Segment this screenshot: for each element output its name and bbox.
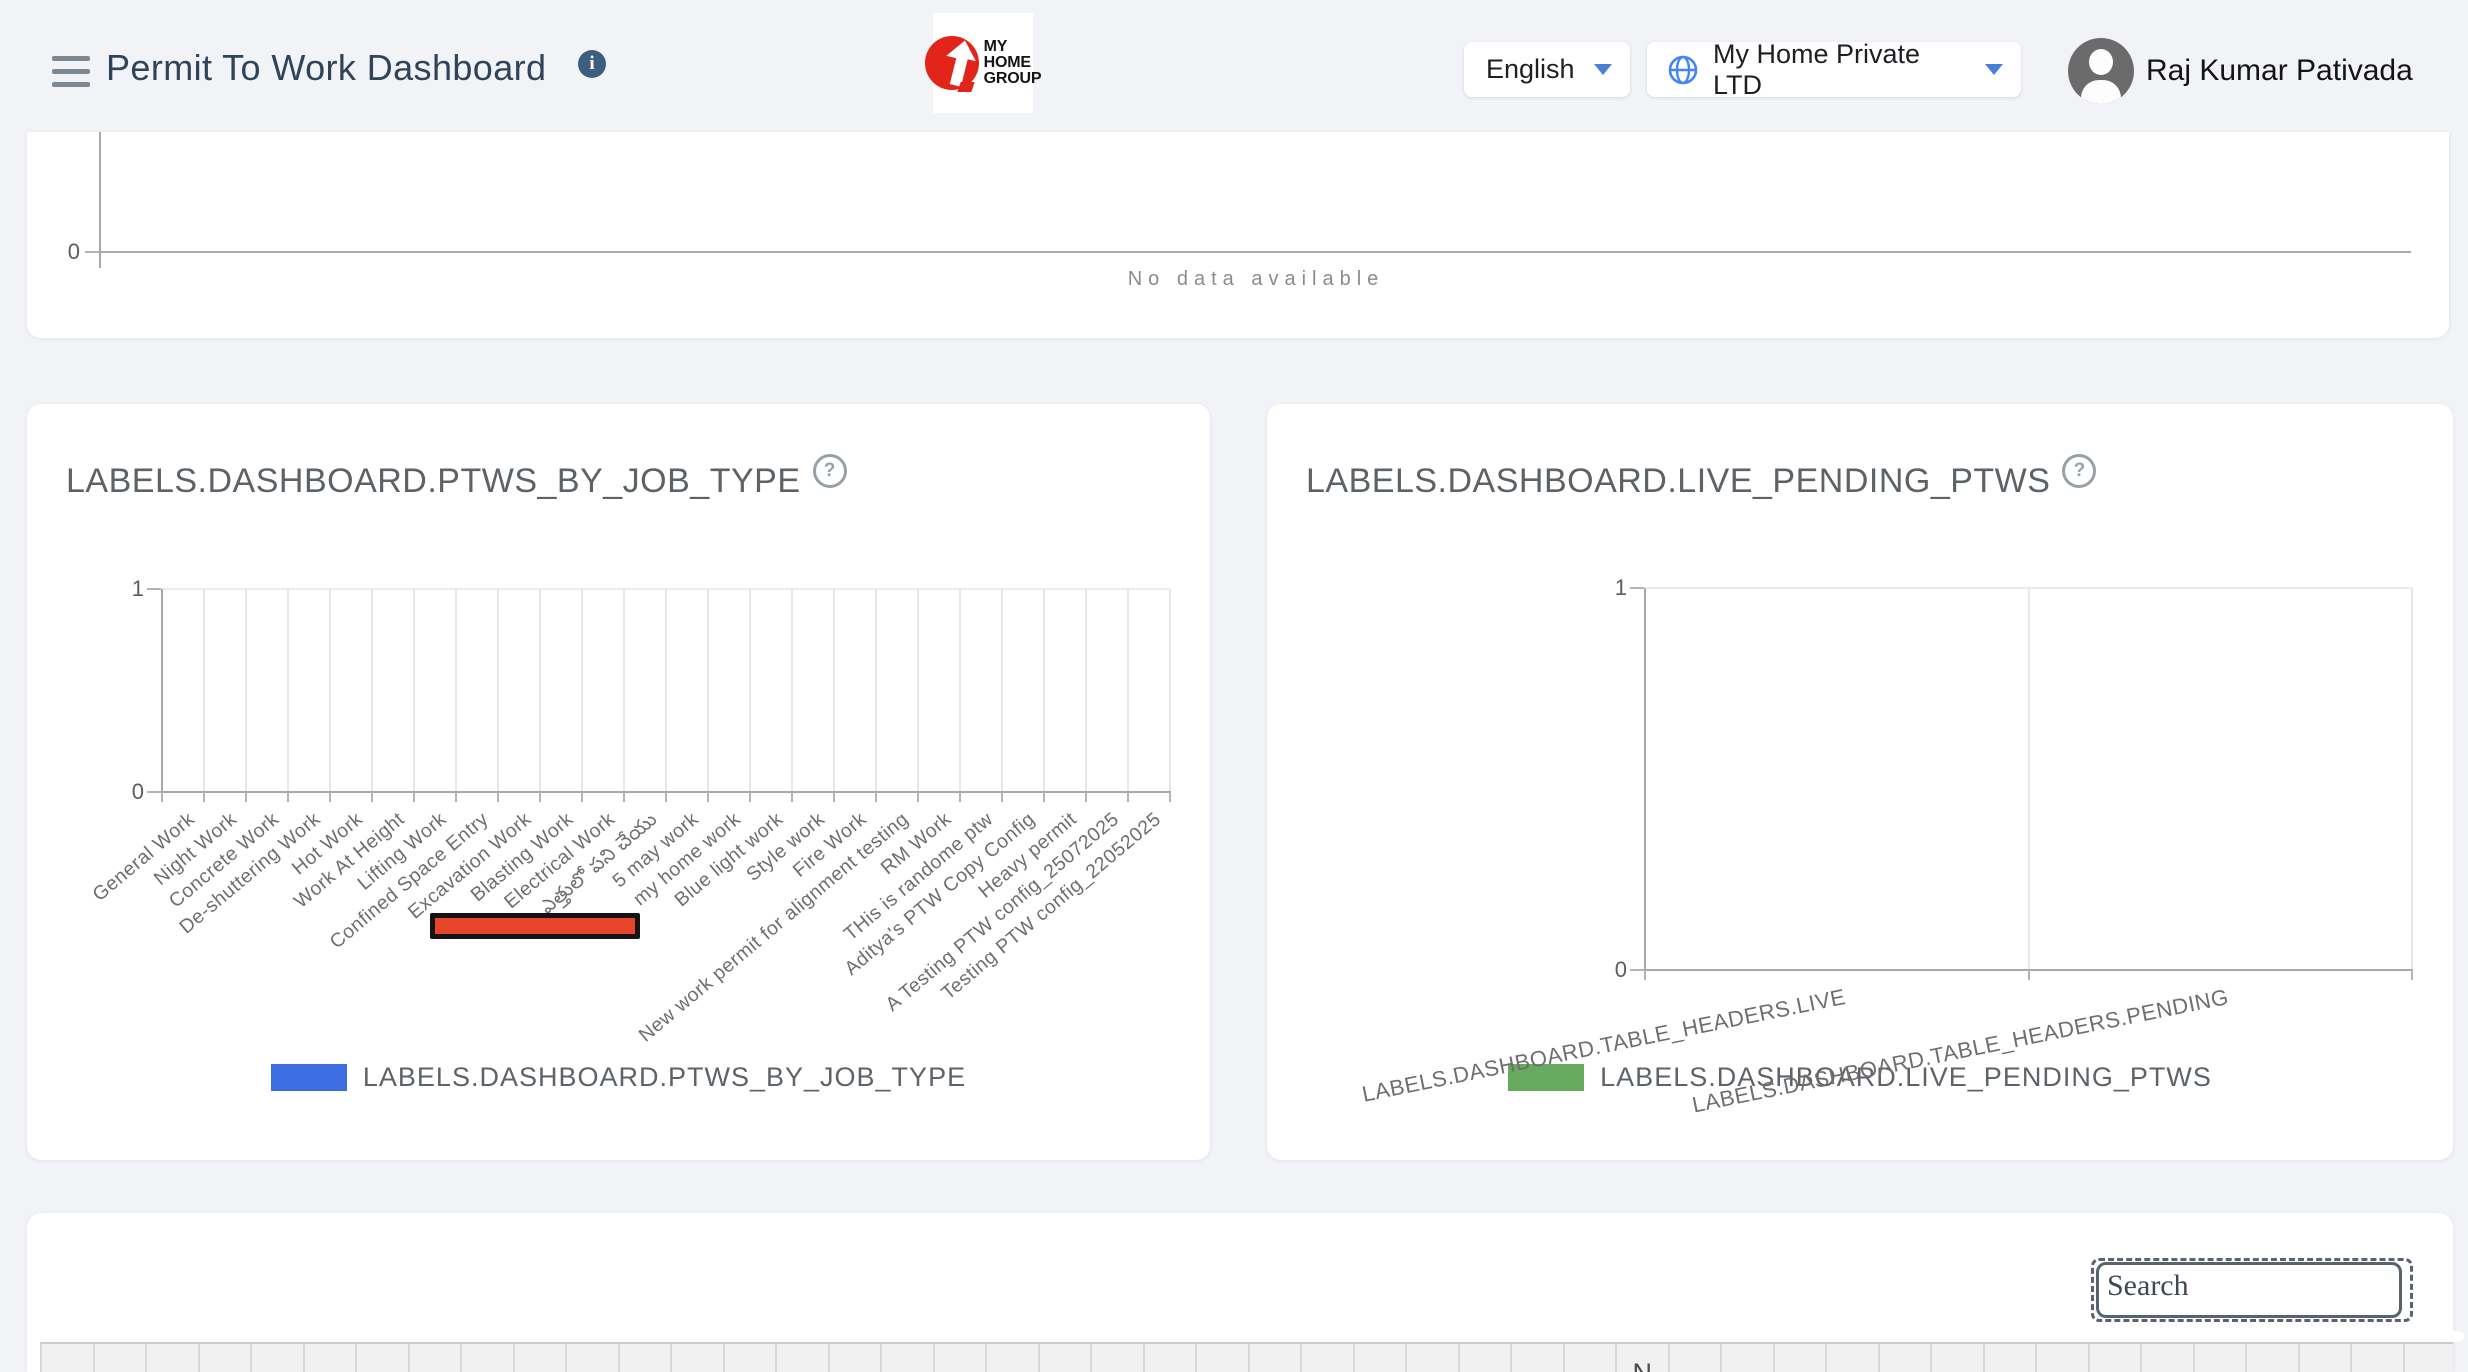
user-avatar[interactable]: [2068, 38, 2134, 104]
search-input[interactable]: [2105, 1262, 2389, 1310]
table-header-cell: [1512, 1344, 1565, 1372]
hamburger-bar: [52, 69, 90, 74]
table-header-cell: [1144, 1344, 1197, 1372]
table-header-cell: [199, 1344, 252, 1372]
logo-line: GROUP: [983, 69, 1042, 87]
table-header-text: N: [1617, 1358, 1668, 1372]
table-header-cell: [2194, 1344, 2247, 1372]
table-header-cell: [2247, 1344, 2300, 1372]
table-header-cell: [1774, 1344, 1827, 1372]
table-header-cell: [252, 1344, 305, 1372]
table-header-cell: [987, 1344, 1040, 1372]
table-header-cell: [1354, 1344, 1407, 1372]
table-header-cell: [147, 1344, 200, 1372]
table-header-cell: N: [1617, 1344, 1670, 1372]
table-search: [2091, 1258, 2413, 1322]
table-header-cell: [829, 1344, 882, 1372]
legend-swatch-blue: [270, 1064, 347, 1091]
page-title: Permit To Work Dashboard: [106, 47, 547, 88]
table-header-cell: [882, 1344, 935, 1372]
table-header-cell: [934, 1344, 987, 1372]
table-header-cell: [619, 1344, 672, 1372]
table-header-cell: [567, 1344, 620, 1372]
legend-label: LABELS.DASHBOARD.LIVE_PENDING_PTWS: [1600, 1062, 2212, 1092]
live-pending-ptws-card: LABELS.DASHBOARD.LIVE_PENDING_PTWS ? LAB…: [1267, 404, 2453, 1160]
table-header-cell: [2089, 1344, 2142, 1372]
table-header-cell: [1879, 1344, 1932, 1372]
table-header-cell: [2037, 1344, 2090, 1372]
table-header-cell: [2404, 1344, 2453, 1372]
ptws-by-job-type-title: LABELS.DASHBOARD.PTWS_BY_JOB_TYPE: [66, 462, 801, 500]
skeleton-dashes: [1580, 1331, 2464, 1342]
company-select[interactable]: My Home Private LTD: [1647, 39, 2021, 100]
table-header-cell: [462, 1344, 515, 1372]
table-header-cell: [409, 1344, 462, 1372]
table-header-cell: [777, 1344, 830, 1372]
table-header-cell: [1827, 1344, 1880, 1372]
logo-foot: [957, 82, 975, 92]
table-header-cell: [357, 1344, 410, 1372]
table-header-cell: [42, 1344, 95, 1372]
table-header-cell: [1197, 1344, 1250, 1372]
ptws-by-job-type-card: LABELS.DASHBOARD.PTWS_BY_JOB_TYPE ? LABE…: [27, 404, 1210, 1160]
table-header-cell: [1249, 1344, 1302, 1372]
ptw-table-card: N: [27, 1213, 2464, 1372]
table-header-cell: [2352, 1344, 2405, 1372]
table-header-cell: [1722, 1344, 1775, 1372]
table-header-cell: [1564, 1344, 1617, 1372]
chevron-down-icon: [1985, 64, 2003, 75]
table-header-cell: [1407, 1344, 1460, 1372]
live-pending-ptws-legend[interactable]: LABELS.DASHBOARD.LIVE_PENDING_PTWS: [1267, 1062, 2453, 1093]
hamburger-menu-icon[interactable]: [52, 56, 90, 87]
search-dashed-border: [2091, 1258, 2413, 1322]
table-header-cell: [1302, 1344, 1355, 1372]
logo-line: HOME: [983, 54, 1031, 72]
table-header-cell: [514, 1344, 567, 1372]
table-header-cell: [304, 1344, 357, 1372]
company-logo: MY HOME GROUP: [924, 13, 1042, 113]
table-header-cell: [1932, 1344, 1985, 1372]
table-header-cell: [1039, 1344, 1092, 1372]
table-header-cell: [724, 1344, 777, 1372]
user-name[interactable]: Raj Kumar Pativada: [2146, 54, 2413, 87]
table-header-cell: [1984, 1344, 2037, 1372]
language-value: English: [1486, 54, 1575, 84]
chart-horizontal-scrollbar-thumb[interactable]: [430, 913, 640, 939]
logo-line: MY: [983, 38, 1008, 56]
language-select[interactable]: English: [1464, 42, 1630, 97]
legend-label: LABELS.DASHBOARD.PTWS_BY_JOB_TYPE: [362, 1062, 967, 1092]
table-header-cell: [1669, 1344, 1722, 1372]
table-header-cell: [1092, 1344, 1145, 1372]
info-icon[interactable]: i: [578, 50, 606, 78]
legend-swatch-green: [1508, 1064, 1585, 1091]
top-chart-card: [27, 132, 2449, 338]
logo-text: MY HOME GROUP: [984, 39, 1042, 86]
table-header-cell: [2299, 1344, 2352, 1372]
table-header-row: N: [40, 1342, 2453, 1372]
table-header-cell: [1459, 1344, 1512, 1372]
hamburger-bar: [52, 56, 90, 61]
table-header-cell: [94, 1344, 147, 1372]
ptws-by-job-type-legend[interactable]: LABELS.DASHBOARD.PTWS_BY_JOB_TYPE: [27, 1062, 1210, 1093]
company-value: My Home Private LTD: [1713, 38, 1921, 100]
logo-mark-icon: [924, 34, 981, 92]
help-icon[interactable]: ?: [812, 454, 847, 488]
table-header-cell: [2142, 1344, 2195, 1372]
chevron-down-icon: [1594, 64, 1612, 75]
live-pending-ptws-title: LABELS.DASHBOARD.LIVE_PENDING_PTWS: [1306, 462, 2051, 500]
hamburger-bar: [52, 82, 90, 87]
help-icon[interactable]: ?: [2062, 454, 2097, 488]
globe-icon: [1668, 55, 1698, 84]
table-header-cell: [672, 1344, 725, 1372]
